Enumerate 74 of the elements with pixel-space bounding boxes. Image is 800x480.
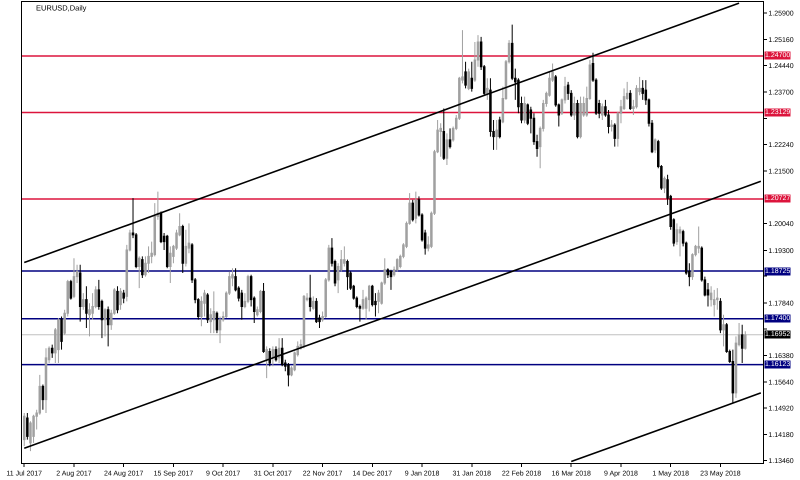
candlestick <box>719 298 722 334</box>
candlestick <box>448 128 452 149</box>
candlestick <box>610 120 613 132</box>
candlestick <box>216 310 218 334</box>
candlestick <box>42 384 44 410</box>
candlestick <box>57 317 60 364</box>
candlestick <box>26 412 29 440</box>
candlestick <box>498 116 502 139</box>
candlestick <box>678 226 682 257</box>
candlestick <box>308 274 312 312</box>
candlestick <box>138 256 140 289</box>
line-series <box>23 180 762 450</box>
candlestick <box>523 96 526 124</box>
candlestick <box>654 138 656 154</box>
candlestick <box>169 246 172 284</box>
candlestick <box>85 286 88 329</box>
candlestick <box>104 308 106 337</box>
candlestick <box>60 316 63 350</box>
candlestick <box>712 289 716 318</box>
candlestick <box>495 120 498 150</box>
candlestick <box>287 362 290 387</box>
candlestick <box>119 288 122 310</box>
candlestick <box>106 306 110 347</box>
candlestick <box>278 338 280 364</box>
candlestick <box>411 199 414 222</box>
candlestick <box>302 294 306 349</box>
candlestick <box>740 324 744 364</box>
candlestick <box>147 246 150 274</box>
candlestick <box>486 78 489 100</box>
candlestick <box>280 338 284 367</box>
candlestick <box>240 289 244 320</box>
candlestick <box>206 292 209 324</box>
candlestick <box>274 346 278 362</box>
candlestick <box>141 256 144 279</box>
candlestick <box>259 289 262 314</box>
candlestick <box>262 282 265 354</box>
candlestick <box>272 346 274 367</box>
candlestick <box>50 344 54 358</box>
candlestick <box>579 96 582 139</box>
candlestick <box>414 191 418 224</box>
candlestick <box>346 259 349 290</box>
candlestick <box>181 224 184 274</box>
candlestick <box>601 102 604 121</box>
candlestick <box>116 286 119 314</box>
candlestick <box>70 279 72 300</box>
candlestick <box>390 269 392 290</box>
candlestick <box>315 298 318 324</box>
candlestick <box>122 289 125 304</box>
candlestick <box>343 246 346 268</box>
candlestick <box>44 348 48 414</box>
candlestick <box>265 346 268 379</box>
candlestick <box>166 234 168 269</box>
candlestick <box>442 108 446 160</box>
candlestick <box>78 264 82 322</box>
candlestick <box>464 61 467 89</box>
candlestick <box>697 226 700 254</box>
candlestick <box>312 296 315 310</box>
candlestick <box>576 99 579 139</box>
candlestick <box>212 290 216 334</box>
candlestick <box>573 96 576 121</box>
candlestick <box>268 348 272 367</box>
candlestick <box>396 258 398 272</box>
candlestick <box>446 132 448 166</box>
candlestick <box>629 90 632 110</box>
candlestick <box>470 61 474 92</box>
candlestick <box>744 330 747 350</box>
candlestick <box>72 258 76 299</box>
candlestick <box>82 292 85 310</box>
candlestick <box>722 314 725 347</box>
candlestick <box>663 176 666 194</box>
candlestick <box>439 122 442 158</box>
candlestick <box>613 122 616 148</box>
candlestick <box>22 412 26 447</box>
candlestick <box>467 68 470 91</box>
